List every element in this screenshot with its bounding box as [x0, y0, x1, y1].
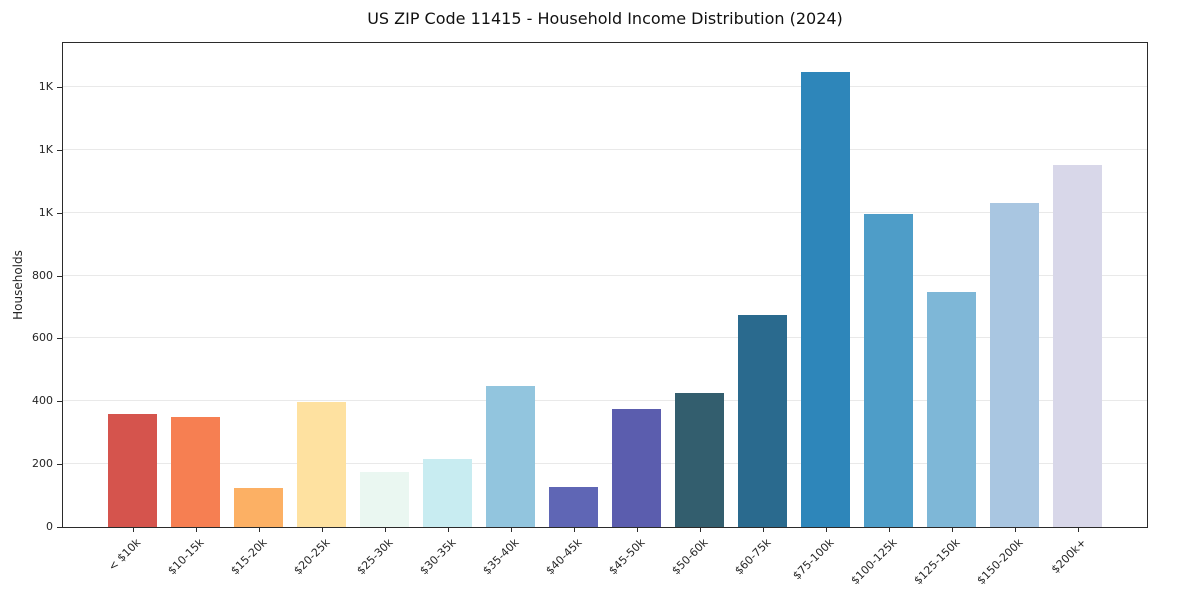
chart-bar: [674, 392, 724, 527]
x-tick-mark: [636, 528, 638, 532]
gridline: [63, 337, 1147, 339]
y-tick-mark: [57, 212, 62, 214]
chart-bar: [359, 472, 409, 527]
x-tick-label: $45-50k: [606, 536, 648, 578]
y-tick-label: 1K: [38, 205, 53, 219]
chart-bar: [926, 291, 976, 527]
y-tick-label: 0: [46, 520, 53, 533]
x-tick-label: $50-60k: [669, 536, 711, 578]
x-tick-label: $100-125k: [848, 536, 900, 588]
gridline: [63, 86, 1147, 87]
y-tick-label: 200: [32, 457, 53, 471]
x-tick-label: $30-35k: [417, 536, 459, 578]
gridline: [63, 211, 1147, 213]
y-tick-mark: [57, 401, 62, 403]
y-tick-mark: [57, 275, 62, 277]
y-tick-mark: [57, 149, 62, 151]
x-tick-mark: [447, 528, 449, 532]
x-tick-mark: [762, 528, 764, 532]
chart-bar: [170, 417, 220, 527]
x-tick-label: $15-20k: [228, 536, 270, 578]
y-tick-label: 400: [32, 394, 53, 408]
plot-area: [62, 42, 1148, 528]
x-tick-label: $20-25k: [291, 536, 333, 578]
y-tick-mark: [57, 338, 62, 340]
x-tick-label: $35-40k: [480, 536, 522, 578]
gridline: [63, 148, 1147, 150]
chart-bar: [989, 202, 1039, 527]
chart-bar: [233, 487, 283, 527]
x-tick-mark: [1077, 528, 1079, 532]
x-tick-label: $200k+: [1048, 536, 1089, 577]
chart-bar: [863, 214, 913, 527]
x-tick-label: $150-200k: [974, 536, 1026, 588]
x-tick-label: $25-30k: [354, 536, 396, 578]
y-tick-label: 600: [32, 331, 53, 345]
chart-bar: [107, 413, 157, 527]
x-tick-label: < $10k: [106, 536, 144, 574]
y-tick-label: 1K: [38, 142, 53, 156]
x-tick-mark: [384, 528, 386, 532]
gridline: [63, 274, 1147, 276]
chart-bar: [1052, 164, 1102, 527]
x-tick-mark: [573, 528, 575, 532]
y-tick-mark: [57, 527, 62, 528]
x-tick-mark: [699, 528, 701, 532]
y-tick-label: 800: [32, 268, 53, 282]
chart-bar: [737, 314, 787, 527]
x-tick-label: $125-150k: [911, 536, 963, 588]
x-tick-mark: [510, 528, 512, 532]
x-tick-mark: [1014, 528, 1016, 532]
chart-bar: [485, 386, 535, 527]
x-tick-mark: [258, 528, 260, 532]
chart-bar: [422, 458, 472, 527]
chart-bar: [296, 401, 346, 527]
x-tick-mark: [951, 528, 953, 532]
gridline: [63, 463, 1147, 465]
gridline: [63, 400, 1147, 402]
x-tick-mark: [825, 528, 827, 532]
y-tick-mark: [57, 464, 62, 466]
chart-bar: [611, 409, 661, 527]
x-tick-label: $60-75k: [732, 536, 774, 578]
x-tick-mark: [888, 528, 890, 532]
x-tick-mark: [321, 528, 323, 532]
y-tick-mark: [57, 87, 62, 88]
y-axis-label: Households: [11, 250, 25, 320]
x-tick-mark: [195, 528, 197, 532]
chart-title: US ZIP Code 11415 - Household Income Dis…: [367, 9, 843, 28]
x-tick-label: $75-100k: [790, 536, 837, 583]
x-tick-label: $10-15k: [165, 536, 207, 578]
x-tick-label: $40-45k: [543, 536, 585, 578]
y-tick-label: 1K: [38, 80, 53, 93]
chart-bar: [800, 71, 850, 527]
x-tick-mark: [132, 528, 134, 532]
chart-bar: [548, 487, 598, 527]
